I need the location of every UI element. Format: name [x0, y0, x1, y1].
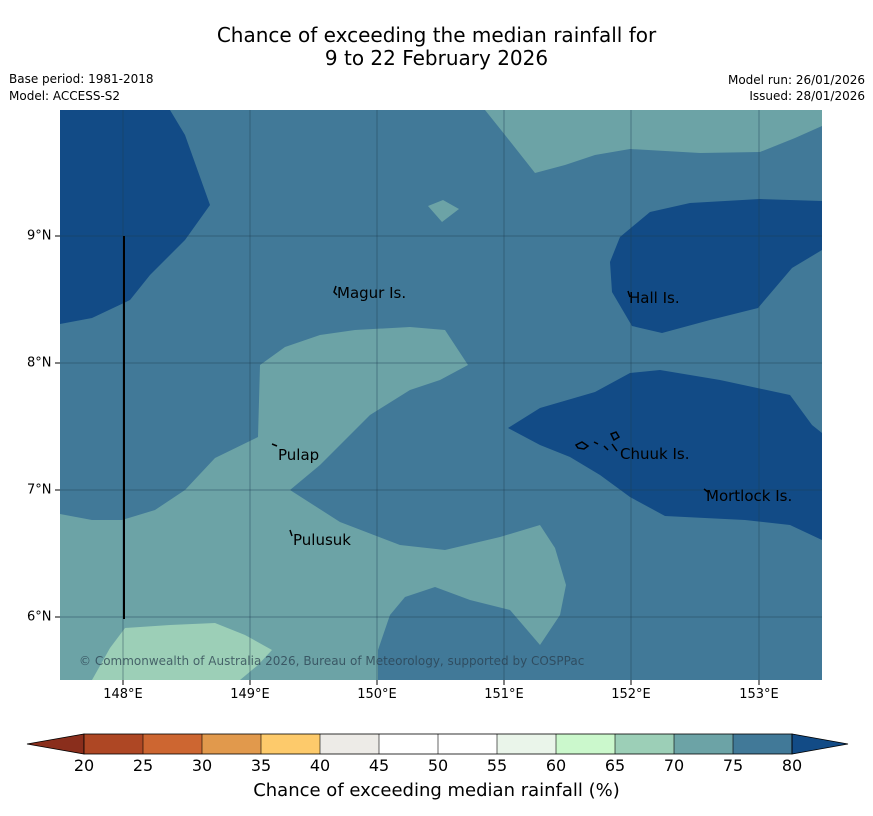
model-run-date: Model run: 26/01/2026	[727, 73, 865, 87]
colorbar-extend-high	[791, 733, 849, 755]
colorbar-segment	[615, 734, 674, 754]
band-80-plus-chuuk	[508, 370, 822, 540]
chart-title-line-2: 9 to 22 February 2026	[324, 46, 549, 70]
island-markers	[271, 285, 709, 537]
colorbar-label: 70	[663, 756, 685, 775]
lat-label-8n: 8°N	[27, 355, 52, 371]
colorbar-title: Chance of exceeding median rainfall (%)	[253, 780, 620, 801]
band-80-plus-hall	[610, 199, 822, 333]
band-80-plus-northwest	[60, 110, 210, 324]
band-70-75-patch	[428, 200, 459, 222]
lat-label-9n: 9°N	[27, 228, 52, 244]
model-name: Model: ACCESS-S2	[9, 89, 121, 103]
colorbar-label: 45	[368, 756, 390, 775]
lon-label-149: 149°E	[230, 687, 270, 702]
chart-title-line-1: Chance of exceeding the median rainfall …	[216, 23, 657, 47]
colorbar-label: 30	[191, 756, 213, 775]
colorbar-segment	[320, 734, 379, 754]
colorbar-segment	[497, 734, 556, 754]
map-plot-area: Magur Is. Hall Is. Pulap Chuuk Is. Mortl…	[60, 110, 822, 680]
place-label-hall: Hall Is.	[629, 289, 680, 307]
band-70-75-south	[60, 327, 566, 680]
colorbar-segment	[261, 734, 320, 754]
colorbar-segment	[733, 734, 792, 754]
colorbar	[26, 733, 849, 755]
place-label-chuuk: Chuuk Is.	[620, 445, 689, 463]
colorbar-label: 75	[722, 756, 744, 775]
lon-label-150: 150°E	[357, 687, 397, 702]
colorbar-label: 60	[545, 756, 567, 775]
lat-label-6n: 6°N	[27, 609, 52, 625]
colorbar-label: 35	[250, 756, 272, 775]
lon-label-153: 153°E	[739, 687, 779, 702]
colorbar-label: 50	[427, 756, 449, 775]
place-label-pulusuk: Pulusuk	[293, 531, 351, 549]
colorbar-segment	[674, 734, 733, 754]
place-labels: Magur Is. Hall Is. Pulap Chuuk Is. Mortl…	[278, 284, 792, 549]
base-period: Base period: 1981-2018	[9, 72, 154, 86]
colorbar-label: 65	[604, 756, 626, 775]
lat-label-7n: 7°N	[27, 482, 52, 498]
lon-label-148: 148°E	[103, 687, 143, 702]
copyright-notice: © Commonwealth of Australia 2026, Bureau…	[79, 654, 584, 668]
band-65-70-southwest	[92, 623, 272, 680]
colorbar-label: 25	[132, 756, 154, 775]
colorbar-label: 40	[309, 756, 331, 775]
colorbar-segment	[379, 734, 438, 754]
lon-label-152: 152°E	[611, 687, 651, 702]
colorbar-segment	[438, 734, 497, 754]
colorbar-segment	[202, 734, 261, 754]
axis-ticks	[55, 235, 760, 685]
lon-label-151: 151°E	[484, 687, 524, 702]
colorbar-label: 55	[486, 756, 508, 775]
colorbar-label: 80	[781, 756, 803, 775]
place-label-magur: Magur Is.	[337, 284, 406, 302]
place-label-pulap: Pulap	[278, 446, 319, 464]
colorbar-segment	[556, 734, 615, 754]
colorbar-label: 20	[73, 756, 95, 775]
colorbar-segment	[84, 734, 143, 754]
band-70-75-northeast	[485, 110, 822, 173]
colorbar-extend-low	[26, 733, 85, 755]
place-label-mortlock: Mortlock Is.	[706, 487, 792, 505]
issued-date: Issued: 28/01/2026	[749, 89, 865, 103]
colorbar-segment	[143, 734, 202, 754]
